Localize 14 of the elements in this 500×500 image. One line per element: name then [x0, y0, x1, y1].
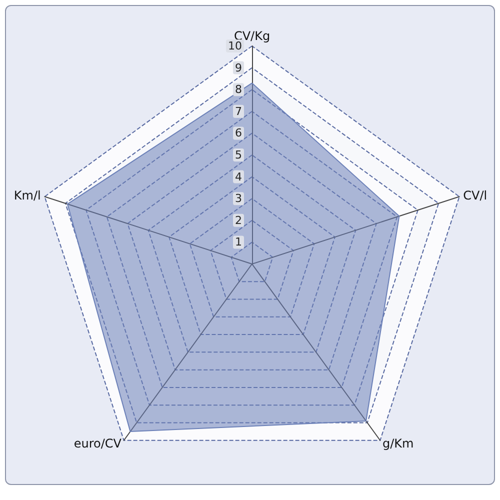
- spoke-label: CV/l: [463, 188, 488, 202]
- spoke-label: euro/CV: [74, 436, 122, 451]
- y-tick-label: 5: [235, 148, 242, 162]
- y-tick-label: 10: [228, 40, 242, 52]
- y-tick-label: 8: [235, 83, 242, 96]
- y-tick-label: 7: [235, 104, 242, 118]
- spoke-label: g/Km: [382, 436, 414, 451]
- spoke-label: Km/l: [14, 188, 41, 202]
- y-tick-label: 1: [235, 236, 242, 249]
- y-tick-label: 2: [235, 214, 242, 227]
- y-tick-label: 3: [235, 192, 242, 206]
- y-tick-label: 6: [235, 126, 242, 140]
- y-tick-label: 9: [235, 61, 242, 74]
- y-tick-label: 4: [235, 170, 242, 184]
